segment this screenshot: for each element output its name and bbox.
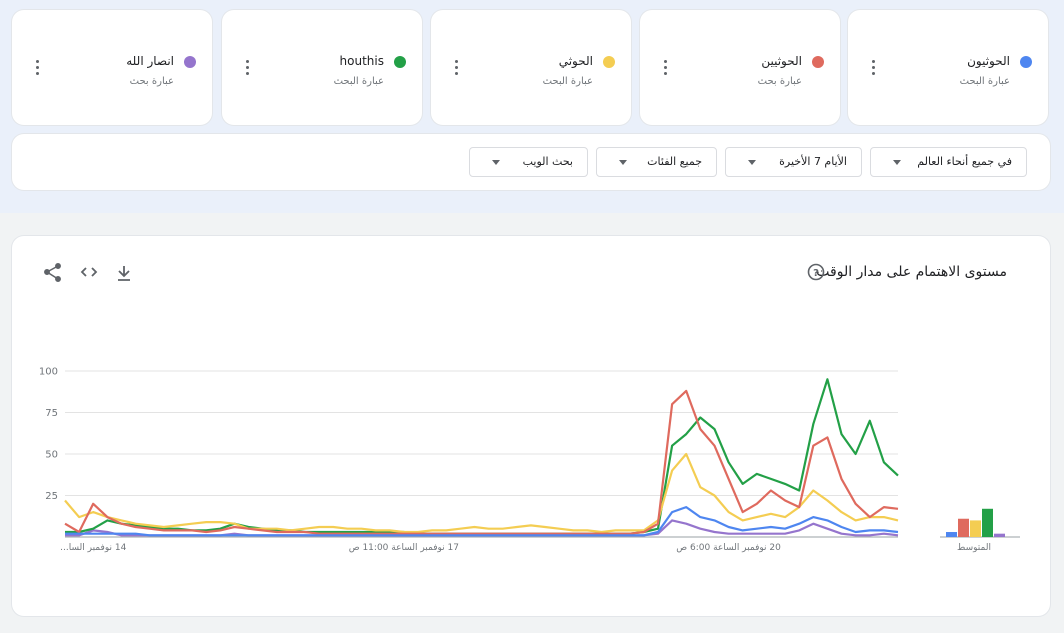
term-card: انصار الله عبارة بحث [12,10,212,125]
series-line [64,389,899,535]
help-icon[interactable]: ? [807,263,825,281]
chart: ? 25 50 75 100 14 نوفمبر السا... 17 نوفمبر ال… [39,263,1020,553]
series-line [64,452,899,534]
filter-label: جميع الفئات [647,155,702,168]
more-button[interactable] [664,60,668,78]
chart-title: مستوى الاهتمام على مدار الوقت [816,264,1007,280]
filter-dropdown[interactable]: جميع الفئات [596,147,717,177]
term-card: الحوثي عبارة البحث [431,10,631,125]
more-button[interactable] [246,60,250,78]
avg-bar [982,508,993,537]
filter-label: في جميع أنحاء العالم [917,155,1012,168]
filter-label: الأيام 7 الأخيرة [779,155,847,168]
term-color [184,56,196,68]
avg-bar [958,518,969,537]
filter-dropdown[interactable]: في جميع أنحاء العالم [870,147,1027,177]
filter-dropdown[interactable]: بحث الويب [469,147,588,177]
avg-bar [994,533,1005,537]
y-tick-label: 50 [45,450,58,461]
term-type: عبارة البحث [333,76,384,87]
term-type: عبارة بحث [129,76,174,87]
term-card: الحوثيين عبارة بحث [640,10,840,125]
download-icon[interactable] [118,266,130,281]
term-color [394,56,406,68]
term-name: الحوثي [558,54,593,68]
y-tick-label: 100 [39,367,58,378]
term-color [812,56,824,68]
term-type: عبارة البحث [959,76,1010,87]
term-name: الحوثيين [761,54,802,68]
y-tick-label: 75 [45,408,58,419]
filter-dropdown[interactable]: الأيام 7 الأخيرة [725,147,862,177]
series-line [65,506,899,537]
avg-bar [946,532,957,537]
term-card: الحوثيون عبارة البحث [848,10,1048,125]
x-tick-label: 20 نوفمبر الساعة 6:00 ص [676,543,781,553]
term-name: الحوثيون [967,54,1010,68]
term-name: houthis [339,54,384,68]
term-color [603,56,615,68]
more-button[interactable] [455,60,459,78]
term-name: انصار الله [126,54,174,68]
term-card: houthis عبارة البحث [222,10,422,125]
filter-label: بحث الويب [522,155,573,168]
series-line [65,378,899,535]
y-tick-label: 25 [45,491,58,502]
avg-bar [970,520,981,537]
term-color [1020,56,1032,68]
term-type: عبارة بحث [757,76,802,87]
x-tick-label: 17 نوفمبر الساعة 11:00 ص [349,543,459,553]
more-button[interactable] [872,60,876,78]
term-type: عبارة البحث [542,76,593,87]
dropdown-arrow [748,160,756,165]
embed-icon[interactable] [80,267,98,277]
x-tick-label: 14 نوفمبر السا... [60,543,126,553]
chart-card: مستوى الاهتمام على مدار الوقت ? 25 50 75 10… [12,236,1050,616]
dropdown-arrow [893,160,901,165]
share-icon[interactable] [44,263,61,282]
more-button[interactable] [36,60,40,78]
svg-text:?: ? [813,268,819,279]
avg-label: المتوسط [957,543,991,553]
dropdown-arrow [492,160,500,165]
dropdown-arrow [619,160,627,165]
